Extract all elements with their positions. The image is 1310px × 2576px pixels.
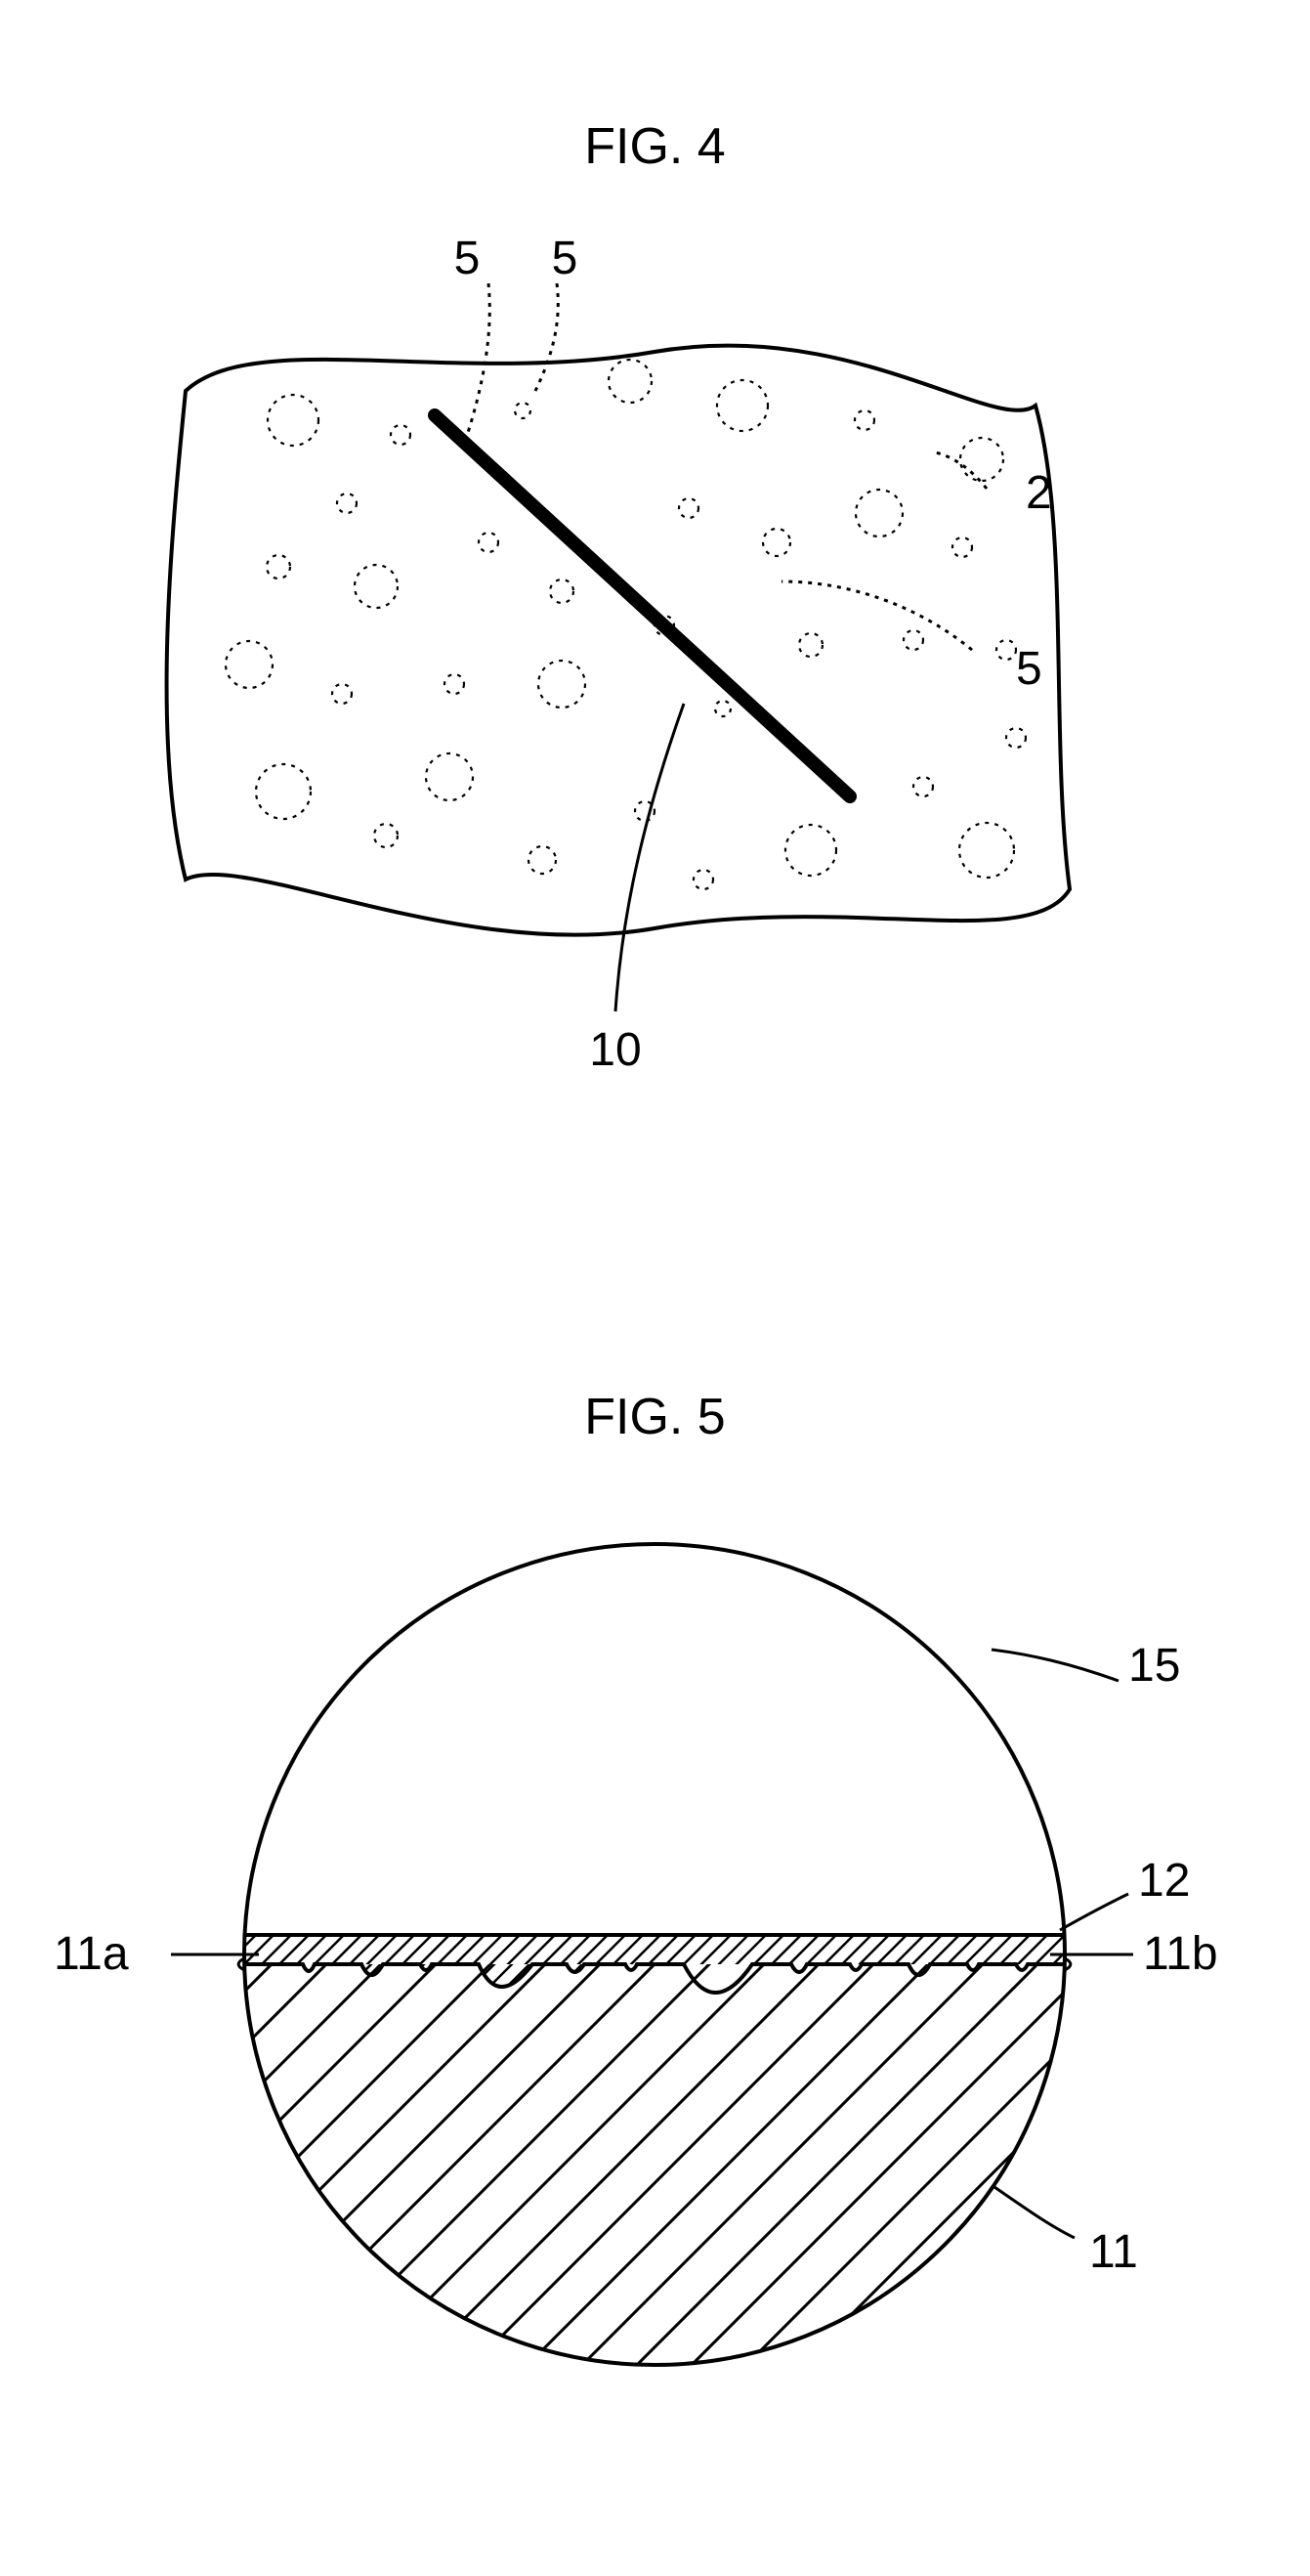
fig4-label-5-mid: 5: [1016, 643, 1042, 695]
fig5-label-11b: 11b: [1143, 1928, 1218, 1980]
fig5-label-11a: 11a: [54, 1928, 129, 1980]
fig5-label-12: 12: [1138, 1855, 1190, 1907]
fig5-label-11: 11: [1089, 2226, 1138, 2278]
fig4-group: 5 5 2 5 10: [167, 233, 1070, 1076]
drawings-svg: 5 5 2 5 10: [0, 0, 1310, 2576]
fig4-patch-outline: [167, 346, 1070, 935]
fig5-outer-circle: [244, 1544, 1065, 2365]
fig4-label-2: 2: [1026, 467, 1052, 519]
fig4-label-5-right: 5: [552, 233, 578, 284]
fig4-label-5-left: 5: [454, 233, 481, 284]
fig4-label-10: 10: [589, 1024, 641, 1076]
fig5-label-15: 15: [1128, 1640, 1180, 1692]
